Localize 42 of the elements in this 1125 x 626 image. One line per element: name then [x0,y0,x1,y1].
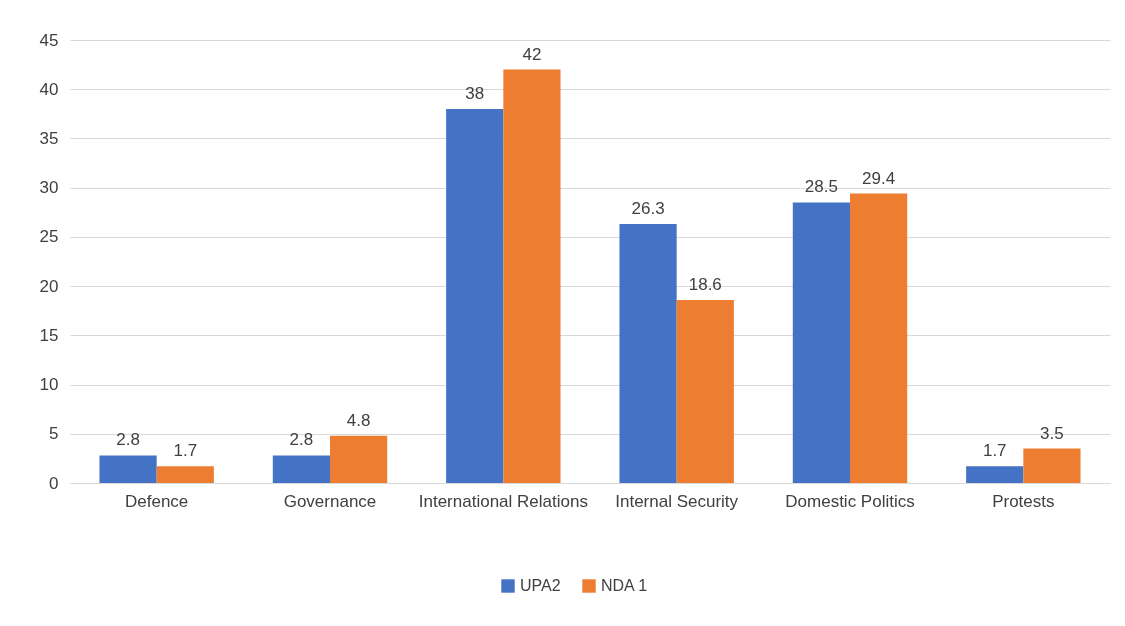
x-tick-label: Protests [992,491,1055,511]
bar [272,455,330,483]
bar [330,435,388,483]
y-tick-label: 5 [49,424,59,444]
data-label: 42 [522,44,542,64]
y-tick-label: 30 [39,178,59,198]
data-label: 18.6 [688,274,722,294]
data-label: 3.5 [1040,423,1064,443]
y-tick-label: 0 [49,473,59,493]
x-tick-label: Defence [125,491,189,511]
x-tick-label: Domestic Politics [785,491,915,511]
x-tick-label: Internal Security [615,491,739,511]
y-tick-label: 40 [39,79,59,99]
y-tick-label: 15 [39,325,59,345]
data-label: 2.8 [289,430,314,450]
bar [966,466,1024,483]
data-label: 38 [465,83,485,103]
y-tick-label: 35 [39,128,59,148]
bar [619,224,677,483]
x-tick-label: Governance [283,491,377,511]
bar [792,202,850,483]
x-tick-label: International Relations [418,491,588,511]
data-label: 28.5 [804,177,838,197]
y-tick-label: 45 [39,30,59,50]
bar [850,193,908,483]
bar [503,69,561,483]
data-label: 1.7 [173,441,198,461]
data-label: 26.3 [631,199,665,219]
bar [676,299,734,483]
y-tick-label: 20 [39,276,59,296]
bar [446,108,504,483]
bar [1023,448,1081,483]
data-label: 29.4 [862,168,896,188]
bar [99,455,157,483]
data-label: 4.8 [346,410,371,430]
bar [156,466,214,483]
y-tick-label: 25 [39,227,59,247]
data-label: 1.7 [982,441,1007,461]
legend-label: NDA 1 [601,577,648,594]
y-tick-label: 10 [39,375,59,395]
legend-label: UPA2 [520,577,561,594]
data-label: 2.8 [116,430,140,450]
